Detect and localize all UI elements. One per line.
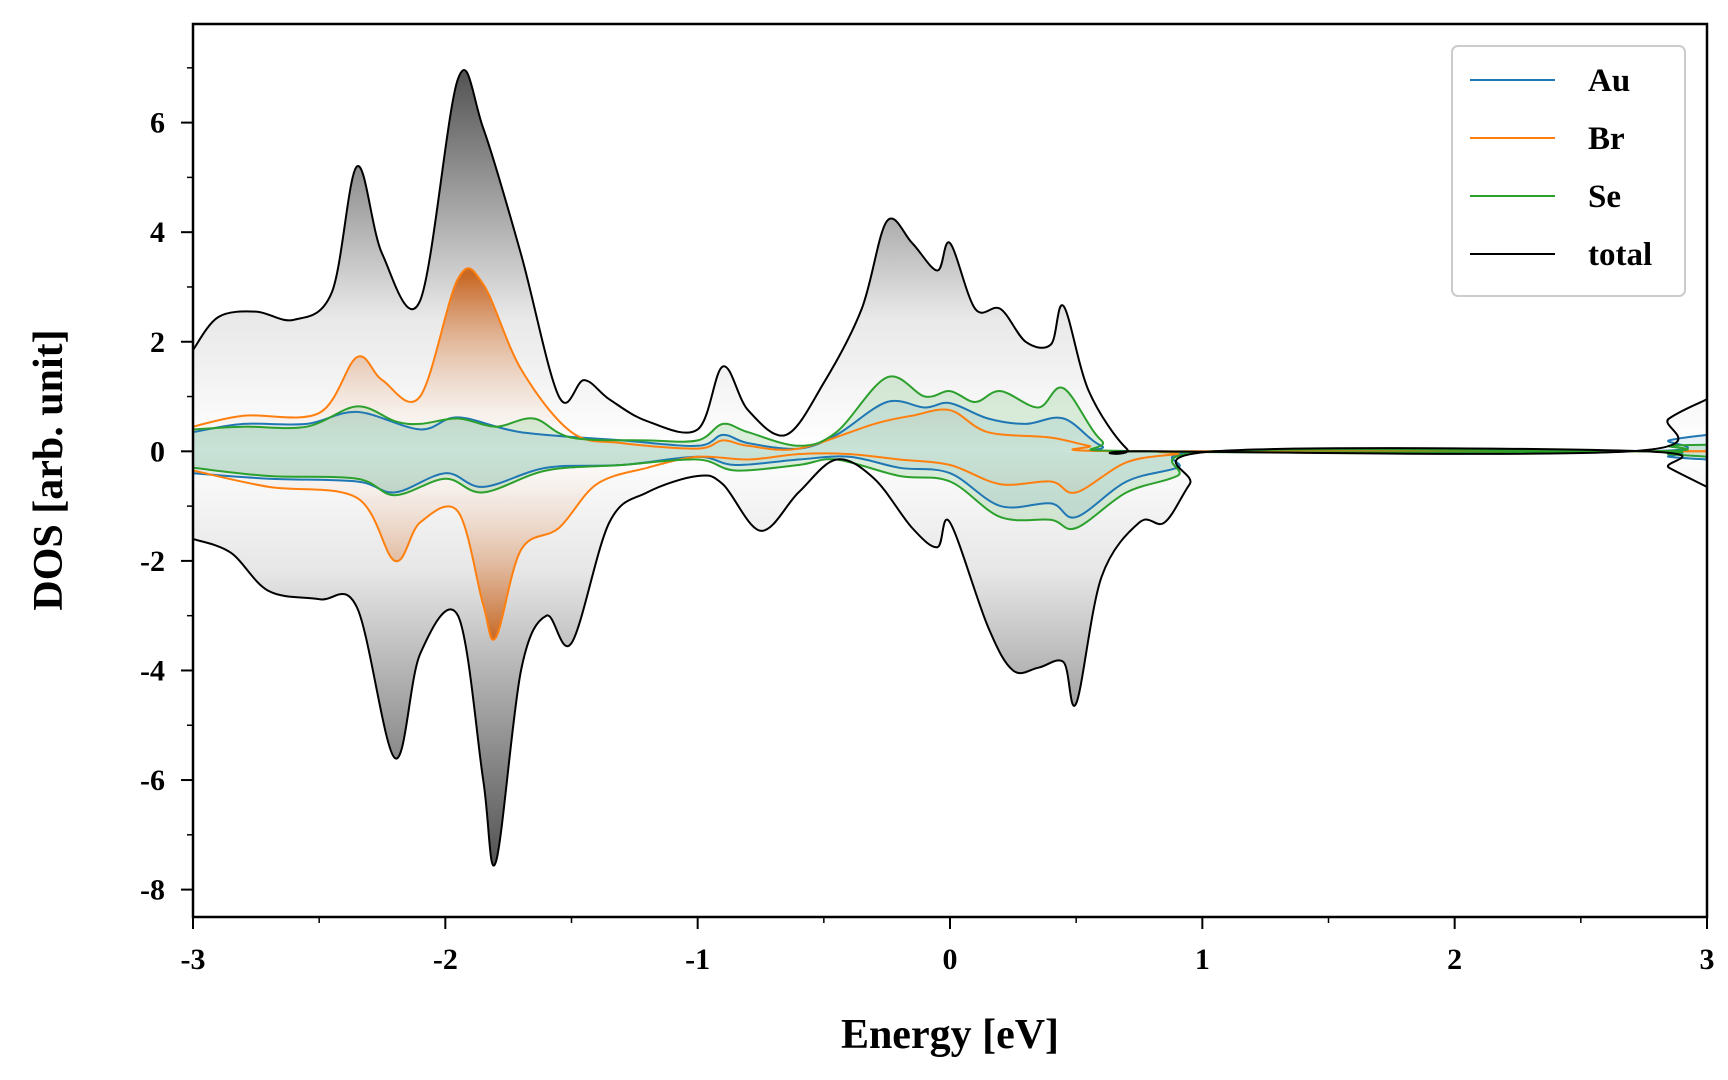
x-axis-title: Energy [eV] — [841, 1012, 1059, 1058]
y-tick-label: -4 — [140, 654, 165, 687]
y-tick-label: -6 — [140, 764, 165, 797]
legend-label-se: Se — [1588, 179, 1621, 215]
x-tick-label: 1 — [1195, 943, 1210, 976]
total-down-fill — [193, 448, 1707, 866]
legend-label-total: total — [1588, 237, 1652, 273]
y-tick-label: 2 — [150, 326, 165, 359]
br-down-fill — [193, 451, 1707, 640]
y-tick-label: 0 — [150, 435, 165, 468]
legend: Au Br Se total — [1451, 45, 1686, 297]
y-axis-title: DOS [arb. unit] — [26, 329, 72, 610]
legend-box — [1451, 45, 1686, 297]
series-lines — [193, 69, 1707, 867]
x-tick-label: 2 — [1447, 943, 1462, 976]
br-up-fill — [193, 268, 1707, 452]
y-tick-label: 4 — [150, 216, 165, 249]
br-up-line — [193, 267, 1707, 453]
x-tick-label: 0 — [943, 943, 958, 976]
se-up-fill — [193, 376, 1707, 453]
plot-area — [193, 69, 1707, 867]
legend-label-br: Br — [1588, 121, 1625, 157]
total-down-line — [193, 447, 1707, 867]
y-tick-label: -2 — [140, 545, 165, 578]
total-up-fill — [193, 70, 1707, 454]
total-up-line — [193, 69, 1707, 455]
y-tick-label: -8 — [140, 874, 165, 907]
y-axis: 6 4 2 0 -2 -4 -6 -8 — [140, 67, 193, 907]
x-tick-label: -2 — [433, 943, 458, 976]
legend-label-au: Au — [1588, 63, 1630, 99]
au-up-fill — [193, 400, 1707, 453]
br-down-line — [193, 450, 1707, 641]
x-tick-label: 3 — [1700, 943, 1715, 976]
y-tick-label: 6 — [150, 107, 165, 140]
x-tick-label: -3 — [181, 943, 206, 976]
x-tick-label: -1 — [685, 943, 710, 976]
x-axis: -3 -2 -1 0 1 2 3 — [181, 917, 1715, 976]
